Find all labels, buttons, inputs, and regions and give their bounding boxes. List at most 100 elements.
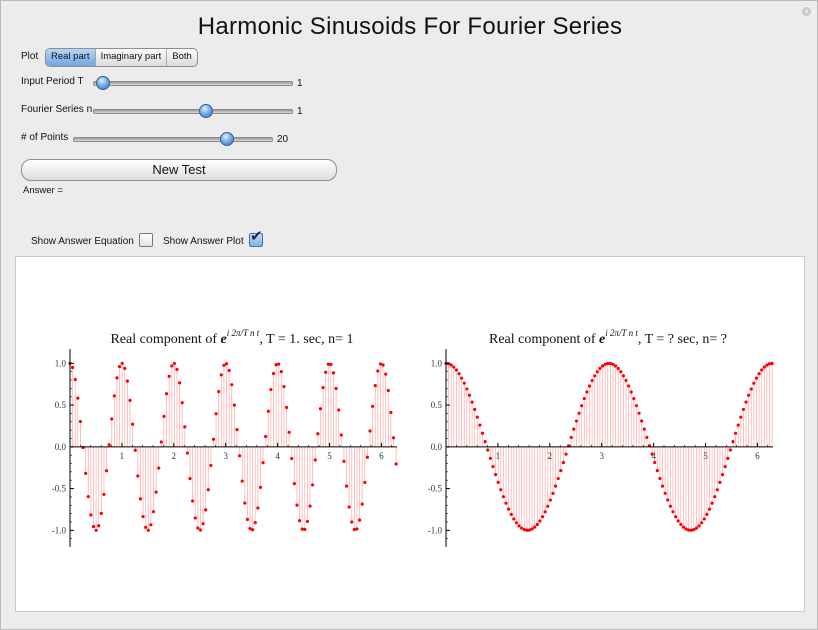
y-tick-label: -0.5 <box>428 484 443 494</box>
data-point <box>99 511 103 515</box>
data-point <box>507 507 511 511</box>
data-point <box>287 430 291 434</box>
y-tick-label: 0.0 <box>55 442 67 452</box>
data-point <box>329 362 333 367</box>
series-slider-track[interactable] <box>93 109 293 114</box>
data-point <box>339 433 343 437</box>
data-point <box>608 361 612 366</box>
series-slider-value: 1 <box>297 106 303 117</box>
data-point <box>527 528 532 532</box>
data-point <box>553 484 558 488</box>
data-point <box>616 366 620 371</box>
chart-real-component: Real component of ei 2π/T n t, T = 1. se… <box>52 328 398 547</box>
data-point <box>726 456 730 460</box>
data-point <box>373 384 377 388</box>
data-point <box>624 378 628 383</box>
data-point <box>198 528 203 532</box>
x-tick-label: 1 <box>496 451 501 461</box>
close-icon[interactable]: × <box>802 7 811 16</box>
show-answer-equation-checkbox[interactable] <box>139 233 153 247</box>
data-point <box>138 497 143 501</box>
y-tick-label: 0.5 <box>55 400 67 410</box>
data-point <box>606 361 610 366</box>
data-point <box>645 435 649 439</box>
data-point <box>316 432 320 436</box>
data-point <box>123 366 127 370</box>
data-point <box>590 378 594 383</box>
data-point <box>357 518 362 522</box>
data-point <box>642 427 646 431</box>
data-point <box>128 398 132 402</box>
data-point <box>360 502 364 506</box>
data-point <box>363 480 367 485</box>
data-point <box>687 528 691 532</box>
data-point <box>172 361 176 366</box>
show-answer-equation-label: Show Answer Equation <box>31 236 134 247</box>
plot-option-real[interactable]: Real part <box>46 49 96 66</box>
data-point <box>744 400 748 404</box>
data-point <box>684 527 688 531</box>
show-answer-plot-checkbox[interactable]: ✔ <box>249 229 263 247</box>
data-point <box>282 384 286 389</box>
data-point <box>627 384 631 388</box>
data-point <box>91 524 96 529</box>
data-point <box>337 408 341 412</box>
data-point <box>595 370 599 374</box>
data-point <box>136 474 140 478</box>
data-point <box>700 521 704 525</box>
data-point <box>157 466 161 470</box>
plot-option-both[interactable]: Both <box>172 51 192 62</box>
points-slider-track[interactable] <box>73 137 273 142</box>
new-test-button[interactable]: New Test <box>21 159 337 181</box>
chart-title: Real component of ei 2π/T n t, T = 1. se… <box>110 328 353 347</box>
data-point <box>386 388 390 393</box>
data-point <box>110 417 114 421</box>
data-point <box>517 524 521 528</box>
data-point <box>326 362 330 366</box>
data-point <box>650 452 654 456</box>
data-point <box>540 515 545 519</box>
points-slider-knob[interactable] <box>220 132 235 146</box>
data-point <box>520 526 524 530</box>
data-point <box>146 528 150 532</box>
data-point <box>303 527 307 531</box>
data-point <box>673 515 678 519</box>
data-point <box>580 404 584 408</box>
data-point <box>253 521 257 525</box>
data-point <box>603 362 607 366</box>
period-slider-track[interactable] <box>93 81 293 86</box>
data-point <box>381 363 385 367</box>
data-point <box>89 513 93 517</box>
data-point <box>321 385 325 390</box>
data-point <box>97 524 101 528</box>
data-point <box>480 431 485 435</box>
y-tick-label: 1.0 <box>55 358 67 368</box>
x-tick-label: 6 <box>755 451 760 461</box>
data-point <box>115 376 119 380</box>
data-point <box>230 383 234 387</box>
period-slider-knob[interactable] <box>95 76 110 90</box>
page-title: Harmonic Sinusoids For Fourier Series <box>197 13 623 40</box>
x-tick-label: 3 <box>223 451 228 461</box>
data-point <box>117 365 122 369</box>
data-point <box>462 381 466 385</box>
plot-selector[interactable]: Real part Imaginary part Both <box>45 48 198 67</box>
data-point <box>512 517 516 521</box>
series-slider-knob[interactable] <box>198 104 213 118</box>
data-point <box>196 526 200 530</box>
data-point <box>258 485 263 489</box>
data-point <box>747 393 751 397</box>
data-point <box>660 484 665 488</box>
data-point <box>697 524 701 528</box>
data-point <box>175 367 179 371</box>
plot-option-imaginary[interactable]: Imaginary part <box>96 49 168 66</box>
series-slider-label: Fourier Series n <box>21 104 93 115</box>
data-point <box>762 365 766 369</box>
data-point <box>76 396 80 400</box>
data-point <box>318 407 323 411</box>
x-tick-label: 4 <box>651 451 656 461</box>
data-point <box>211 437 216 441</box>
data-point <box>151 510 156 514</box>
data-point <box>621 374 626 378</box>
data-point <box>707 507 712 511</box>
